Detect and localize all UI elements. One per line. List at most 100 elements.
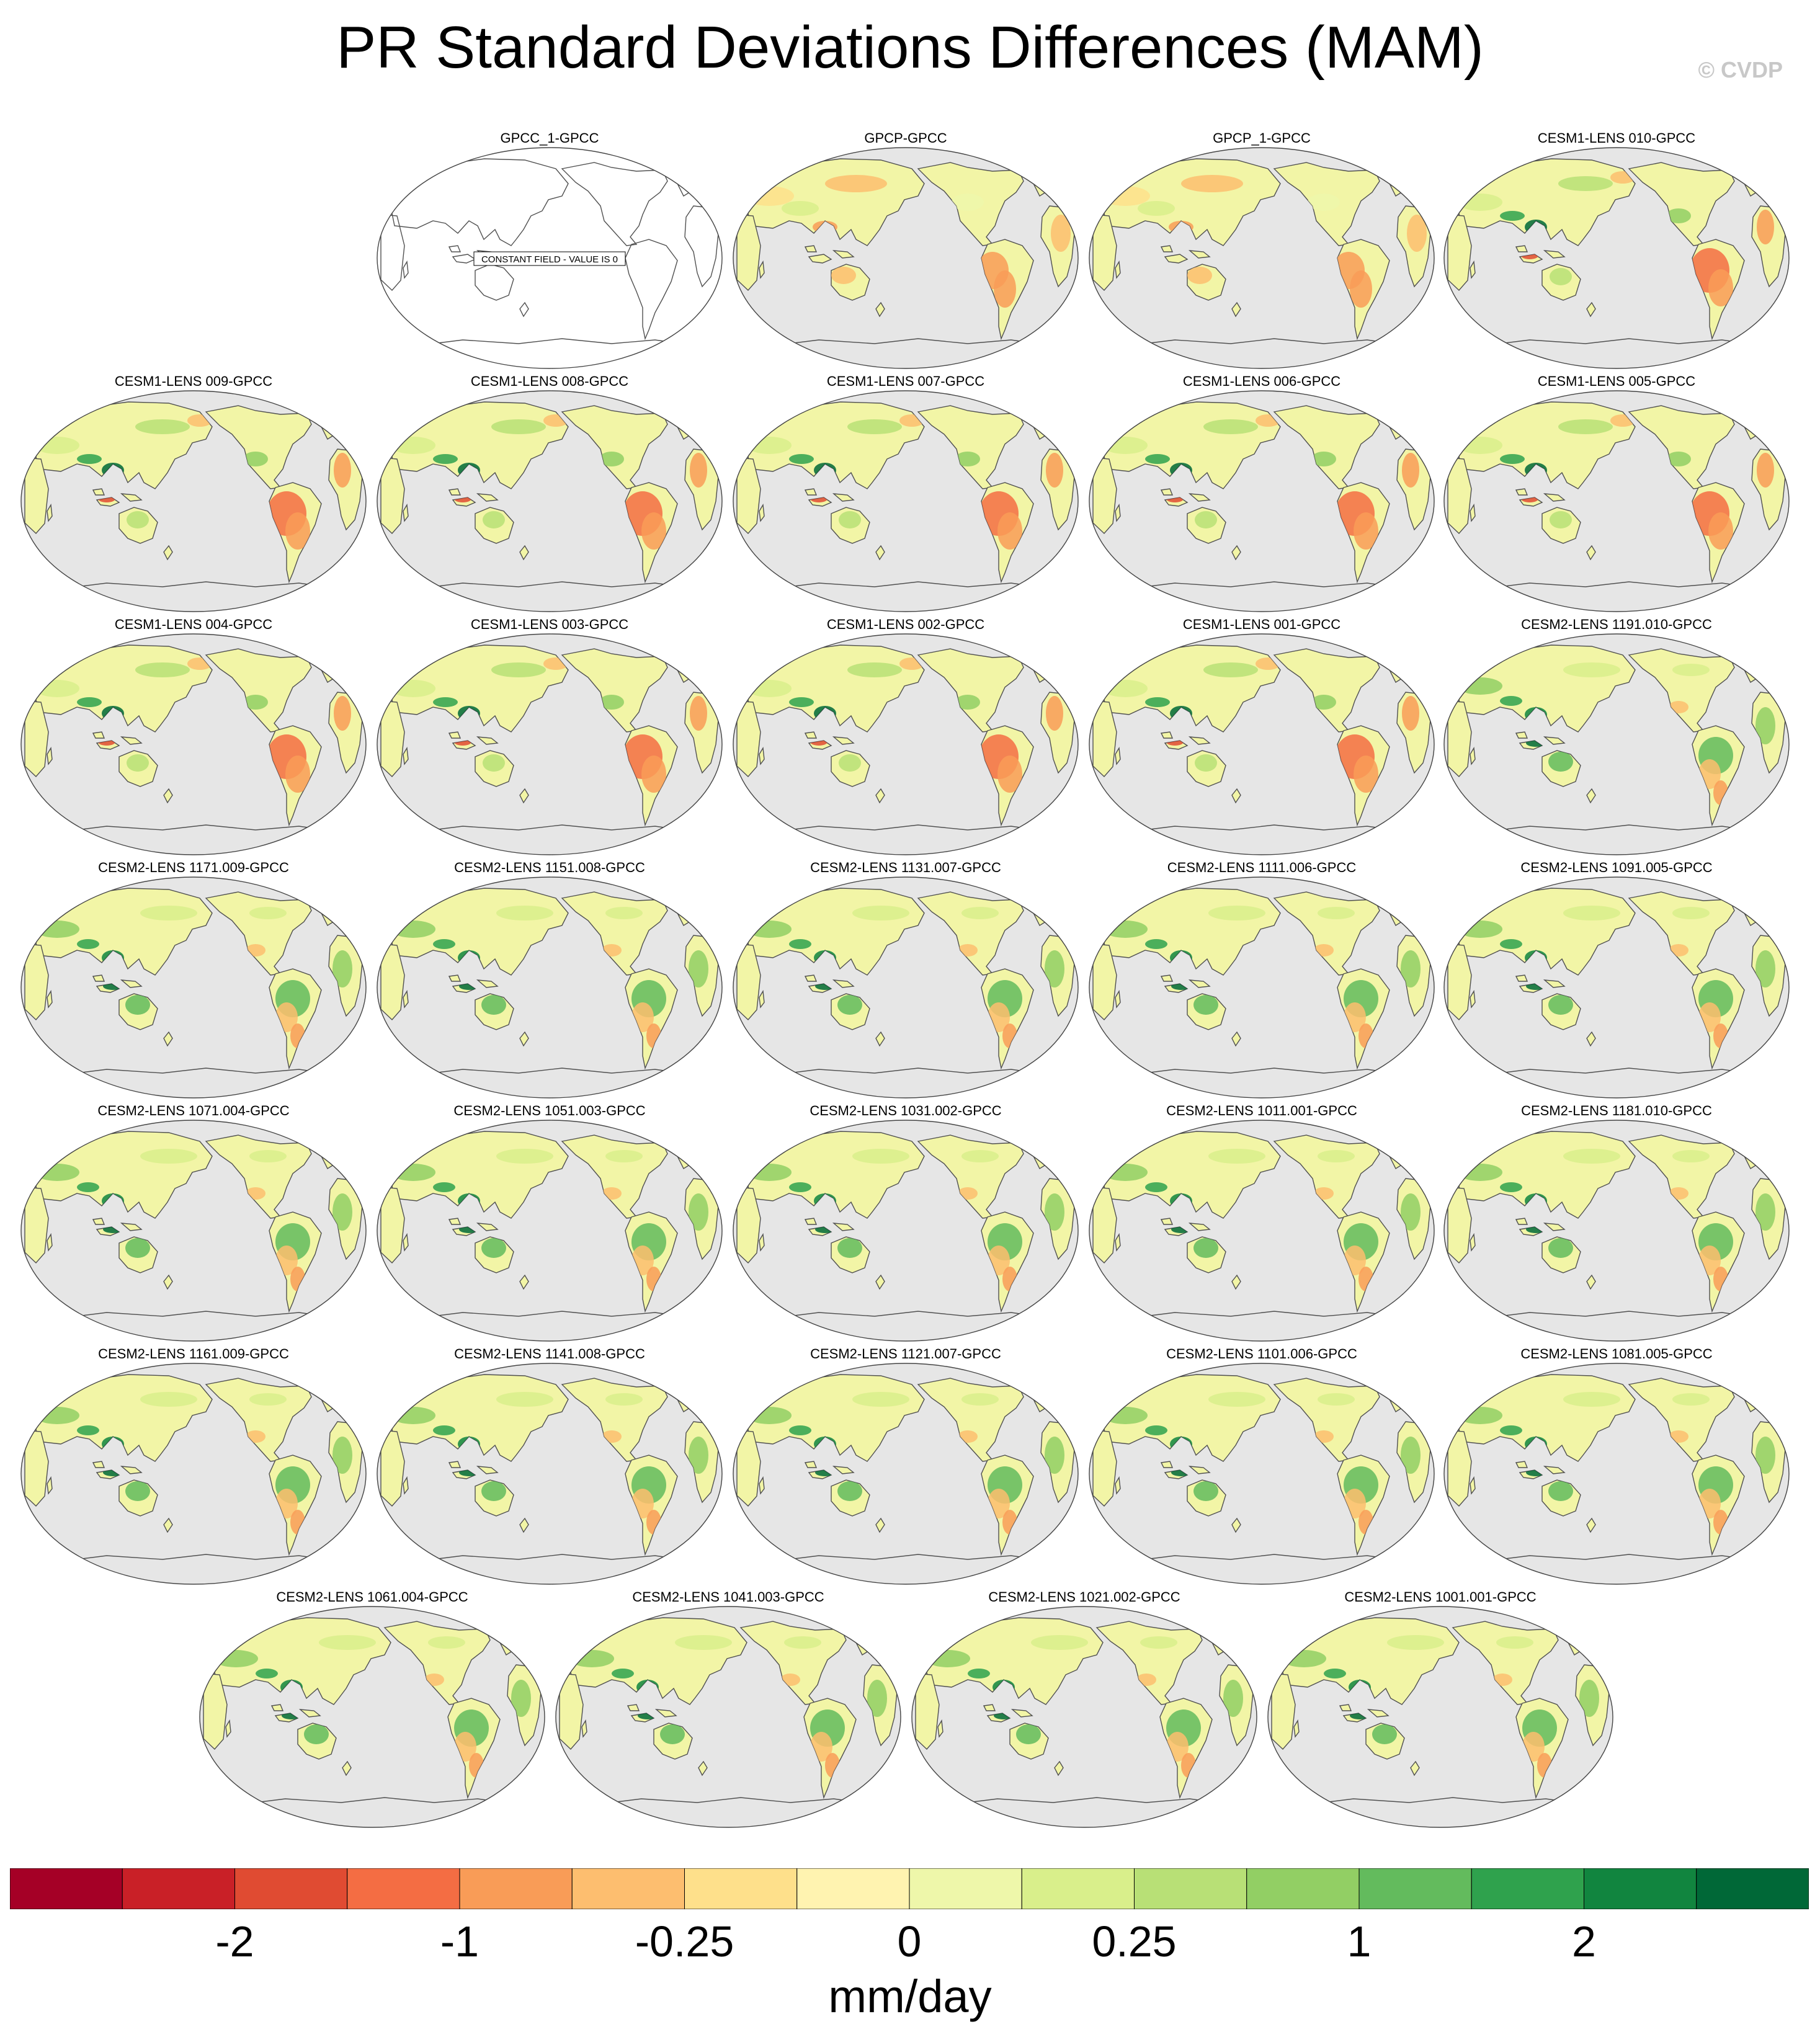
coastline-nz xyxy=(875,545,885,561)
map-panel: CESM2-LENS 1051.003-GPCC xyxy=(376,1103,723,1342)
anomaly-patch xyxy=(127,511,149,528)
coastline-nz xyxy=(519,1031,529,1047)
map-panel: CESM1-LENS 008-GPCC xyxy=(376,373,723,613)
map-border xyxy=(733,876,1079,1099)
anomaly-patch xyxy=(1045,1437,1064,1474)
coastline-nz xyxy=(1586,1274,1596,1290)
anomaly-patch xyxy=(690,453,707,488)
anomaly-patch xyxy=(1187,267,1212,284)
anomaly-patch xyxy=(605,907,643,919)
world-map xyxy=(1089,876,1435,1099)
map-border xyxy=(20,633,367,855)
colorbar-swatch xyxy=(1021,1868,1135,1909)
coastline-nz xyxy=(1410,1760,1420,1776)
anomaly-patch xyxy=(391,437,435,454)
world-map xyxy=(199,1606,545,1828)
anomaly-patch xyxy=(428,1636,465,1649)
panel-title: CESM1-LENS 005-GPCC xyxy=(1537,373,1696,389)
colorbar-tick-label: -0.25 xyxy=(635,1917,734,1966)
anomaly-patch xyxy=(1100,186,1150,206)
anomaly-patch xyxy=(332,950,352,987)
map-panel: CESM2-LENS 1011.001-GPCC xyxy=(1088,1103,1435,1342)
coastline-madagascar xyxy=(759,1232,765,1252)
panel-title: CESM1-LENS 008-GPCC xyxy=(470,373,629,389)
constant-field-note: CONSTANT FIELD - VALUE IS 0 xyxy=(481,254,618,265)
colorbar xyxy=(10,1868,1809,1909)
map-panel: CESM2-LENS 1161.009-GPCC xyxy=(20,1346,367,1585)
coastline-madagascar xyxy=(759,989,765,1009)
anomaly-patch xyxy=(1548,995,1573,1015)
coastline-antarctica xyxy=(1479,1068,1766,1076)
map-border xyxy=(1089,147,1435,369)
coastline-nz xyxy=(875,1517,885,1533)
anomaly-patch xyxy=(839,511,861,528)
anomaly-patch xyxy=(847,419,902,434)
anomaly-patch xyxy=(481,1238,506,1258)
anomaly-patch xyxy=(1208,1392,1265,1407)
coastline-antarctica xyxy=(1303,1797,1590,1806)
coastline-antarctica xyxy=(413,1311,699,1319)
coastline-nz xyxy=(519,545,529,561)
anomaly-patch xyxy=(1500,1425,1522,1435)
coastline-namerica xyxy=(561,405,668,489)
map-border xyxy=(1443,1363,1790,1585)
panel-title: GPCP-GPCC xyxy=(864,130,947,146)
panel-title: CESM2-LENS 1021.002-GPCC xyxy=(988,1589,1180,1605)
coastline-samerica xyxy=(625,239,678,341)
coastline-nz xyxy=(163,1517,173,1533)
anomaly-patch xyxy=(1103,680,1148,697)
anomaly-patch xyxy=(140,1149,197,1164)
colorbar-tick-label: -1 xyxy=(440,1917,480,1966)
coastline-namerica xyxy=(1628,405,1735,489)
panel-title: CESM2-LENS 1111.006-GPCC xyxy=(1167,860,1357,875)
coastline-nz xyxy=(163,788,173,804)
anomaly-patch xyxy=(1046,696,1063,731)
coastline-nz xyxy=(1054,1760,1064,1776)
cvdp-watermark: © CVDP xyxy=(1698,57,1783,82)
anomaly-patch xyxy=(35,680,79,697)
world-map xyxy=(1443,390,1790,612)
map-panel: CESM2-LENS 1081.005-GPCC xyxy=(1443,1346,1790,1585)
map-border xyxy=(1089,876,1435,1099)
world-map xyxy=(733,390,1079,612)
anomaly-patch xyxy=(125,1481,150,1501)
coastline-antarctica xyxy=(769,824,1055,833)
map-panel: CESM2-LENS 1041.003-GPCC xyxy=(555,1589,902,1829)
coastline-antarctica xyxy=(1125,1311,1411,1319)
anomaly-patch xyxy=(955,452,980,466)
coastline-madagascar xyxy=(1293,1719,1300,1738)
anomaly-patch xyxy=(1563,662,1620,677)
map-panel: GPCC_1-GPCC CONSTANT FIELD - VALUE IS 0 xyxy=(376,130,723,370)
anomaly-patch xyxy=(433,697,458,707)
anomaly-patch xyxy=(1755,707,1775,744)
anomaly-patch xyxy=(747,437,792,454)
anomaly-patch xyxy=(1045,1193,1064,1231)
coastline-madagascar xyxy=(403,260,409,279)
coastline-namerica xyxy=(1273,405,1380,489)
anomaly-patch xyxy=(1324,1669,1346,1678)
map-border xyxy=(1443,876,1790,1099)
anomaly-patch xyxy=(304,1724,329,1744)
map-border xyxy=(1443,633,1790,855)
anomaly-patch xyxy=(1548,1238,1573,1258)
anomaly-patch xyxy=(483,511,505,528)
map-border xyxy=(199,1606,545,1828)
anomaly-patch xyxy=(689,1437,708,1474)
coastline-antarctica xyxy=(1479,1311,1766,1319)
map-panel: CESM2-LENS 1131.007-GPCC xyxy=(732,860,1079,1099)
anomaly-patch xyxy=(491,662,546,677)
anomaly-patch xyxy=(1193,1238,1218,1258)
anomaly-patch xyxy=(1401,1437,1421,1474)
map-panel: CESM1-LENS 010-GPCC xyxy=(1443,130,1790,370)
coastline-madagascar xyxy=(47,746,53,765)
anomaly-patch xyxy=(867,1680,887,1717)
anomaly-patch xyxy=(1031,1635,1088,1650)
map-border xyxy=(555,1606,901,1828)
coastline-antarctica xyxy=(413,581,699,590)
anomaly-patch xyxy=(961,1393,999,1406)
map-border xyxy=(733,633,1079,855)
coastline-madagascar xyxy=(1115,1232,1121,1252)
anomaly-patch xyxy=(1563,1149,1620,1164)
anomaly-patch xyxy=(837,995,862,1015)
anomaly-patch xyxy=(243,452,268,466)
